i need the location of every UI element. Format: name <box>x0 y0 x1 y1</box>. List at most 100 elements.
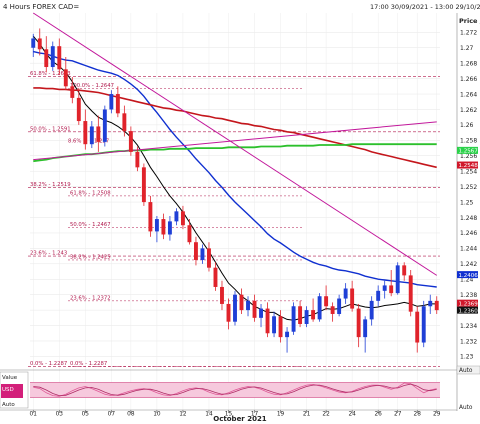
fib-label: 23.6% - 1.243 <box>30 251 67 257</box>
x-tick-label: 08 <box>127 412 135 418</box>
x-tick-label: 10 <box>153 412 161 418</box>
y-tick-label: 1.244 <box>460 246 477 253</box>
fib-label: 61.8% - 1.2663 <box>30 71 71 77</box>
candle-body <box>285 331 290 338</box>
candle-body <box>408 275 413 312</box>
oscillator-auto-left: Auto <box>2 402 15 408</box>
candle-body <box>115 94 120 114</box>
candle-body <box>434 300 439 311</box>
y-tick-label: 1.25 <box>460 199 474 206</box>
x-tick-label: 19 <box>277 412 285 418</box>
candle-body <box>200 248 205 260</box>
candle-body <box>128 131 133 152</box>
candle-body <box>148 202 153 232</box>
y-tick-label: 1.262 <box>460 107 477 114</box>
candle-body <box>246 300 250 311</box>
candle-body <box>324 296 329 307</box>
price-tag <box>457 306 478 314</box>
y-tick-label: 1.246 <box>460 230 477 237</box>
candle-body <box>109 94 114 110</box>
candle-body <box>174 211 179 222</box>
x-tick-label: 01 <box>30 412 38 418</box>
trendline <box>32 12 438 276</box>
fib-label: 61.8% - 1.2508 <box>70 190 111 196</box>
candle-body <box>356 308 361 338</box>
fib-label: 38.2% - 1.2425 <box>70 254 111 260</box>
y-tick-label: 1.252 <box>460 184 477 191</box>
price-auto-label: Auto <box>459 368 473 374</box>
x-tick-label: 17 <box>251 412 259 418</box>
candle-body <box>265 308 270 334</box>
moving-average-line <box>32 35 437 321</box>
y-tick-label: 1.272 <box>460 30 477 37</box>
candle-body <box>63 69 68 87</box>
fibonacci-levels: 61.8% - 1.2663 50.0% - 1.2591 38.2% - 1.25… <box>28 71 440 367</box>
y-tick-label: 1.264 <box>460 91 477 98</box>
candle-body <box>226 303 231 322</box>
candle-body <box>369 300 374 320</box>
price-axis[interactable]: 1.2721.271.2681.2661.2641.2621.261.2581.… <box>456 13 480 411</box>
candle-body <box>96 126 101 142</box>
price-tag <box>457 146 478 154</box>
candle-body <box>343 288 348 299</box>
price-tag-label: 1.2548 <box>459 163 479 169</box>
candlesticks <box>31 28 439 353</box>
candle-body <box>278 316 283 338</box>
date-range: 17:00 30/09/2021 - 13:00 29/10/2021 (GMT… <box>370 3 480 11</box>
candle-body <box>76 97 81 122</box>
y-tick-label: 1.24 <box>460 277 474 284</box>
x-tick-label: 29 <box>433 412 441 418</box>
candle-body <box>31 38 36 48</box>
candle-body <box>122 113 127 132</box>
fib-label: 8.6% <box>68 139 81 145</box>
price-tag-label: 1.2360 <box>459 308 479 314</box>
price-tag <box>457 271 478 279</box>
x-tick-label: 12 <box>179 412 187 418</box>
fib-label: 100.0% - 1.2647 <box>70 83 114 89</box>
oscillator-auto-label: Auto <box>459 405 473 411</box>
y-tick-label: 1.26 <box>460 122 474 129</box>
candle-body <box>298 306 303 325</box>
x-tick-label: 28 <box>414 412 422 418</box>
y-tick-label: 1.232 <box>460 338 477 345</box>
y-tick-label: 1.258 <box>460 138 477 145</box>
price-tag-label: 1.2567 <box>459 149 479 155</box>
oscillator-title: Value <box>2 375 18 381</box>
candle-body <box>330 306 335 314</box>
candle-body <box>102 109 107 142</box>
oscillator-value-box <box>1 384 23 398</box>
time-axis[interactable]: 01 03 05 07 08 10 12 14 15 17 19 21 22 24 26 27 28 29 <box>0 409 457 418</box>
candle-body <box>428 300 433 307</box>
candle-body <box>50 46 55 68</box>
y-tick-label: 1.242 <box>460 261 477 268</box>
oscillator-line <box>33 383 437 397</box>
x-tick-label: 15 <box>225 412 233 418</box>
candle-body <box>83 121 88 145</box>
moving-average-line <box>33 87 437 169</box>
y-tick-label: 1.254 <box>460 169 477 176</box>
candle-body <box>272 316 276 334</box>
y-tick-label: 1.248 <box>460 215 477 222</box>
fib-label: 23.6% - 1.2372 <box>70 295 111 301</box>
candle-body <box>220 286 224 304</box>
x-tick-label: 03 <box>56 412 64 418</box>
candle-body <box>167 221 172 235</box>
oscillator-line <box>33 382 437 397</box>
y-tick-label: 1.268 <box>460 60 477 67</box>
x-tick-label: 26 <box>374 412 382 418</box>
candle-body <box>141 167 146 203</box>
price-tag-label: 1.2406 <box>459 273 479 279</box>
candle-body <box>389 285 394 294</box>
candle-body <box>402 265 407 276</box>
candle-body <box>259 308 263 318</box>
fib-label: 50.0% - 1.2467 <box>70 222 111 228</box>
x-axis-label: October 2021 <box>213 415 267 423</box>
candle-body <box>337 298 342 314</box>
candle-body <box>395 265 400 294</box>
candle-body <box>382 285 387 291</box>
candle-body <box>44 49 49 68</box>
chart-title: 4 Hours FOREX CAD= <box>3 3 79 11</box>
candle-body <box>187 225 192 243</box>
oscillator-panel: Value USD Auto Auto Auto <box>0 365 480 411</box>
